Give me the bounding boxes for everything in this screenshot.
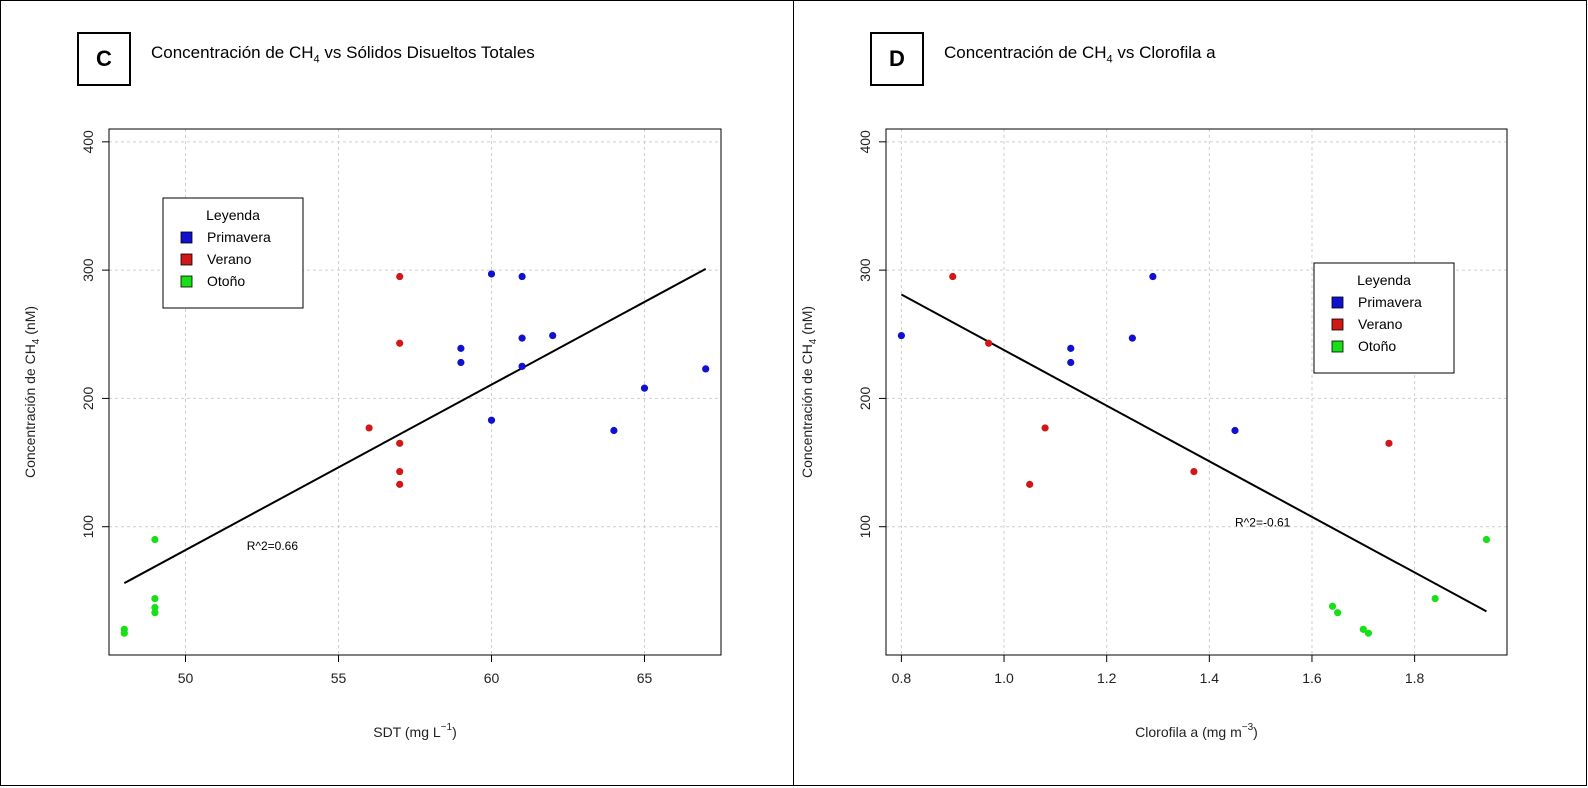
data-point-primavera [1231, 426, 1239, 435]
legend-title: Leyenda [1357, 272, 1411, 288]
scatter-plot-c: 50 55 60 65 100 200 300 400 SDT (mg L−1) Concentr… [22, 128, 722, 740]
y-axis-label: Concentración de CH4 (nM) [22, 306, 42, 478]
data-point-primavera [640, 384, 649, 392]
x-tick-label: 60 [484, 670, 500, 686]
data-point-primavera [1067, 358, 1075, 367]
y-tick-label: 200 [80, 387, 96, 411]
y-tick-label: 400 [80, 130, 96, 154]
data-point-primavera [549, 331, 557, 340]
r-squared-annotation: R^2=0.66 [247, 539, 299, 553]
legend-box [162, 197, 304, 309]
legend-swatch-primavera [1331, 296, 1344, 309]
x-tick-label: 1.8 [1405, 670, 1425, 686]
chart-title-text: Concentración de CH [151, 43, 314, 62]
data-point-otono [151, 603, 159, 612]
data-point-otono [1359, 625, 1367, 633]
data-point-primavera [1128, 334, 1136, 342]
data-point-verano [1385, 439, 1393, 447]
y-axis-label: Concentración de CH4 (nM) [799, 306, 819, 478]
x-axis-label: SDT (mg L−1) [373, 722, 457, 740]
chart-title: Concentración de CH4 vs Sólidos Disuelto… [151, 43, 535, 65]
legend-swatch-verano [180, 253, 193, 266]
data-point-otono [1334, 609, 1342, 617]
panel-letter: C [77, 32, 131, 86]
chart-title: Concentración de CH4 vs Clorofila a [944, 43, 1216, 65]
data-point-primavera [1067, 344, 1075, 352]
data-point-primavera [518, 362, 526, 370]
data-point-primavera [457, 358, 465, 367]
chart-title-subscript: 4 [313, 53, 320, 66]
x-tick-label: 1.0 [994, 670, 1014, 686]
x-tick-label: 1.6 [1302, 670, 1322, 686]
data-point-otono [151, 535, 159, 544]
data-point-primavera [518, 334, 526, 342]
data-point-verano [396, 339, 404, 347]
legend-box [1313, 262, 1455, 374]
data-point-verano [949, 272, 957, 281]
data-point-primavera [897, 331, 905, 340]
data-point-primavera [610, 426, 618, 435]
chart-title-text-rest: vs Clorofila a [1112, 43, 1216, 62]
legend-title: Leyenda [206, 207, 260, 223]
y-tick-label: 400 [857, 130, 873, 154]
data-point-verano [1041, 424, 1049, 432]
chart-title-text: Concentración de CH [944, 43, 1107, 62]
legend-label: Otoño [207, 273, 245, 289]
scatter-plot-d: 0.8 1.0 1.2 1.4 1.6 1.8 100 200 300 400 Clorofila … [799, 128, 1508, 740]
data-point-otono [1431, 594, 1439, 603]
y-tick-label: 100 [80, 515, 96, 539]
regression-line [900, 293, 1487, 613]
data-point-otono [1364, 629, 1373, 637]
legend-swatch-verano [1331, 318, 1344, 331]
data-point-primavera [487, 416, 496, 424]
data-point-verano [396, 439, 404, 447]
data-point-primavera [487, 270, 496, 278]
y-tick-label: 300 [80, 258, 96, 282]
data-point-verano [396, 480, 404, 488]
data-point-primavera [1149, 272, 1157, 281]
y-tick-label: 200 [857, 387, 873, 411]
x-tick-label: 65 [637, 670, 653, 686]
x-tick-label: 1.4 [1200, 670, 1220, 686]
data-point-verano [1026, 480, 1034, 488]
regression-line [123, 267, 707, 585]
panel-letter: D [870, 32, 924, 86]
data-point-verano [1190, 467, 1198, 476]
chart-title-text-rest: vs Sólidos Disueltos Totales [319, 43, 535, 62]
chart-panel-c: C Concentración de CH4 vs Sólidos Disuel… [0, 0, 795, 786]
x-axis-label: Clorofila a (mg m−3) [1135, 722, 1258, 740]
plot-frame [885, 128, 1508, 656]
legend-swatch-otono [1331, 340, 1344, 353]
legend-label: Primavera [207, 229, 271, 245]
data-point-verano [396, 467, 404, 476]
y-tick-label: 100 [857, 515, 873, 539]
x-tick-label: 55 [331, 670, 347, 686]
x-tick-label: 50 [178, 670, 194, 686]
legend-swatch-otono [180, 275, 193, 288]
chart-panel-d: D Concentración de CH4 vs Clorofila a 0.… [793, 0, 1587, 786]
data-point-otono [1482, 535, 1491, 544]
data-point-primavera [518, 272, 526, 281]
data-point-otono [120, 629, 128, 637]
data-point-verano [985, 339, 993, 347]
x-tick-label: 1.2 [1097, 670, 1117, 686]
chart-title-subscript: 4 [1106, 53, 1113, 66]
plot-frame [108, 128, 722, 656]
data-point-verano [396, 272, 404, 281]
legend-label: Verano [1358, 316, 1403, 332]
data-point-otono [151, 609, 159, 617]
data-point-primavera [457, 344, 465, 352]
legend-label: Verano [207, 251, 252, 267]
data-point-otono [1328, 602, 1337, 610]
data-point-verano [365, 424, 373, 432]
legend-swatch-primavera [180, 231, 193, 244]
r-squared-annotation: R^2=-0.61 [1235, 516, 1291, 530]
y-tick-label: 300 [857, 258, 873, 282]
legend-label: Primavera [1358, 294, 1422, 310]
x-tick-label: 0.8 [892, 670, 912, 686]
data-point-primavera [702, 365, 710, 373]
data-point-otono [151, 594, 159, 603]
legend-label: Otoño [1358, 338, 1396, 354]
